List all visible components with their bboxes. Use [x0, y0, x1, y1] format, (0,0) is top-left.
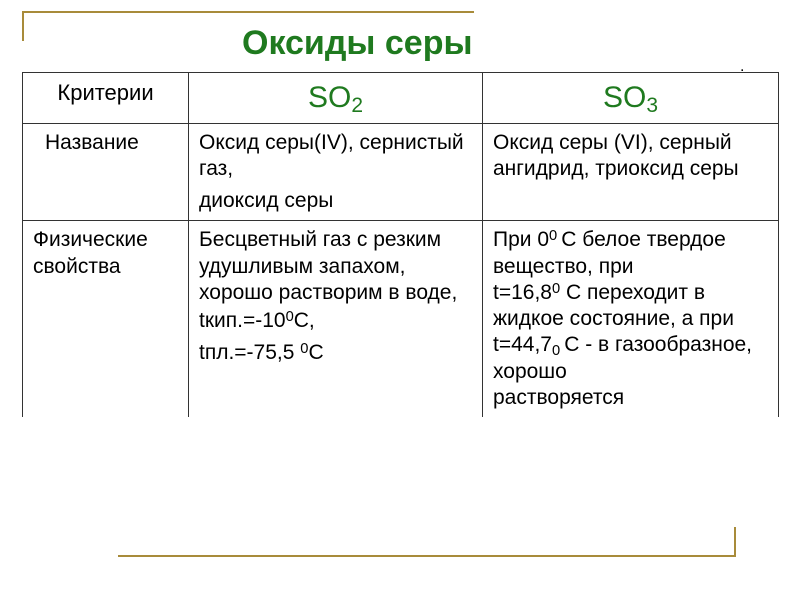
- table-header-row: Критерии SO2 SO3: [23, 73, 779, 124]
- so2-sub: 2: [351, 94, 363, 117]
- header-so3: SO3: [483, 73, 779, 124]
- so3-name-text: Оксид серы (VI), серный ангидрид, триокс…: [493, 130, 768, 183]
- cell-so2-phys: Бесцветный газ с резким удушливым запахо…: [189, 221, 483, 417]
- cell-so2-name: Оксид серы(IV), сернистый газ, диоксид с…: [189, 123, 483, 221]
- so3-phys-a: При 00 С белое твердое вещество, при: [493, 227, 768, 280]
- criteria-name-text: Название: [33, 130, 139, 156]
- so3-a-sup: 0: [549, 228, 561, 244]
- so2-phys-a: Бесцветный газ с резким удушливым запахо…: [199, 227, 472, 306]
- so2-base: SO: [308, 81, 351, 114]
- table-row: Физические свойства Бесцветный газ с рез…: [23, 221, 779, 417]
- so3-b-sup: 0: [552, 281, 560, 297]
- cell-criteria-name: Название: [23, 123, 189, 221]
- so2-c-post: С: [308, 341, 323, 364]
- so2-b-pre: tкип.=-10: [199, 309, 286, 332]
- oxides-table: Критерии SO2 SO3 Название Оксид серы(IV)…: [22, 72, 779, 417]
- page-title: Оксиды серы: [242, 24, 473, 63]
- so3-a-pre: При 0: [493, 228, 549, 251]
- decorative-frame-bottom: [118, 527, 736, 557]
- so3-phys-c: растворяется: [493, 385, 768, 411]
- cell-so3-phys: При 00 С белое твердое вещество, при t=1…: [483, 221, 779, 417]
- so2-c-sup: 0: [300, 341, 308, 357]
- so3-b-pre: t=16,8: [493, 281, 552, 304]
- so3-base: SO: [603, 81, 646, 114]
- header-so2: SO2: [189, 73, 483, 124]
- so2-b-post: С,: [294, 309, 315, 332]
- so2-name-line2: диоксид серы: [199, 188, 472, 214]
- so3-sub: 3: [646, 94, 658, 117]
- so3-phys-b: t=16,80 С переходит в жидкое состояние, …: [493, 280, 768, 385]
- so2-c-pre: tпл.=-75,5: [199, 341, 300, 364]
- so2-phys-c: tпл.=-75,5 0С: [199, 340, 472, 366]
- so2-b-sup: 0: [286, 309, 294, 325]
- so2-phys-b: tкип.=-100С,: [199, 308, 472, 334]
- so3-b-sub: 0: [552, 343, 564, 359]
- header-criteria: Критерии: [23, 73, 189, 124]
- table-row: Название Оксид серы(IV), сернистый газ, …: [23, 123, 779, 221]
- cell-so3-name: Оксид серы (VI), серный ангидрид, триокс…: [483, 123, 779, 221]
- cell-criteria-phys: Физические свойства: [23, 221, 189, 417]
- so2-name-line1: Оксид серы(IV), сернистый газ,: [199, 130, 472, 183]
